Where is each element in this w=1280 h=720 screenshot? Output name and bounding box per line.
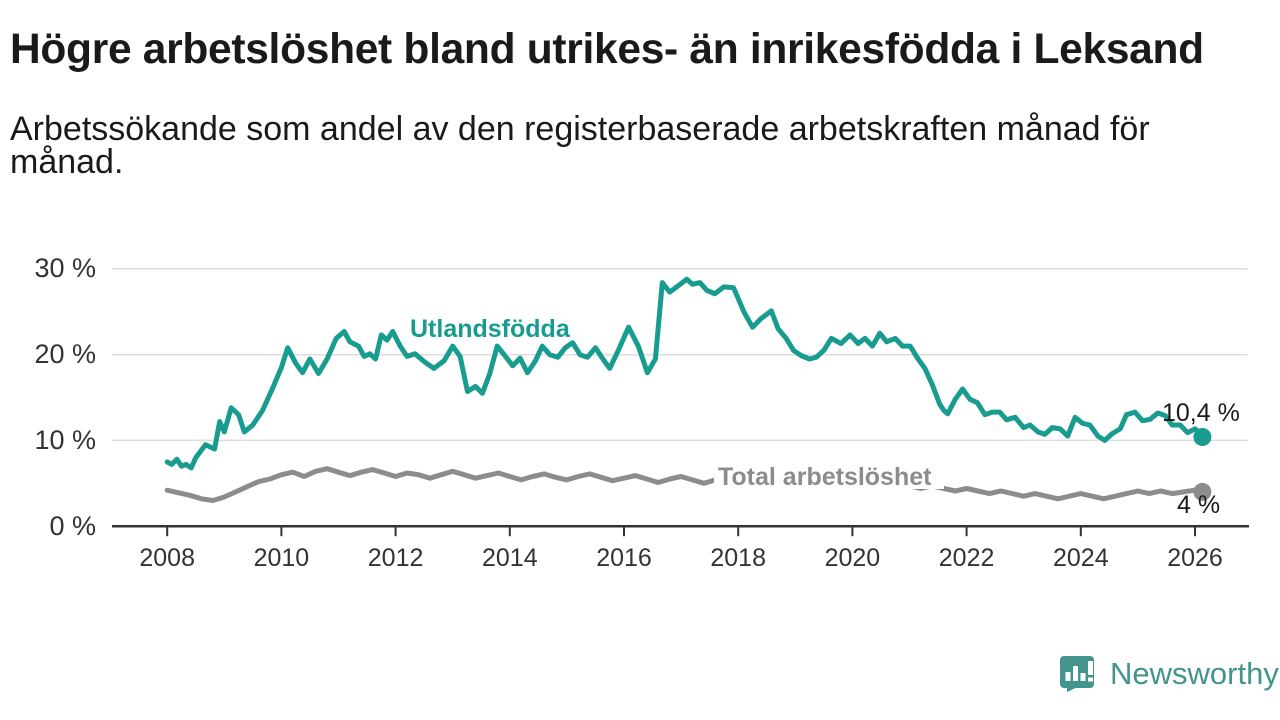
svg-text:2016: 2016 — [596, 544, 652, 572]
svg-text:2020: 2020 — [825, 544, 881, 572]
svg-text:2014: 2014 — [482, 544, 538, 572]
svg-text:Newsworthy: Newsworthy — [1110, 656, 1279, 691]
svg-text:Total arbetslöshet: Total arbetslöshet — [718, 463, 932, 491]
svg-text:10 %: 10 % — [34, 425, 96, 455]
svg-text:30 %: 30 % — [34, 253, 96, 283]
svg-text:2012: 2012 — [368, 544, 424, 572]
svg-text:2010: 2010 — [254, 544, 310, 572]
svg-text:2024: 2024 — [1053, 544, 1109, 572]
svg-text:2026: 2026 — [1167, 544, 1223, 572]
svg-text:2022: 2022 — [939, 544, 995, 572]
svg-text:2008: 2008 — [139, 544, 195, 572]
svg-text:2018: 2018 — [710, 544, 766, 572]
svg-text:4 %: 4 % — [1177, 491, 1220, 519]
svg-text:0 %: 0 % — [49, 511, 96, 541]
svg-text:10,4 %: 10,4 % — [1162, 399, 1240, 427]
svg-text:Utlandsfödda: Utlandsfödda — [410, 315, 571, 343]
svg-text:20 %: 20 % — [34, 339, 96, 369]
